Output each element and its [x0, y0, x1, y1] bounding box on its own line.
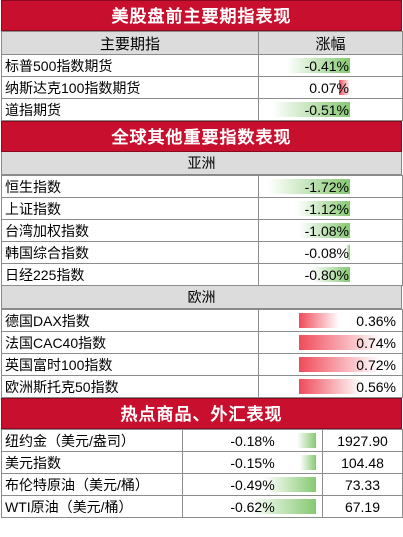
asia-subheader: 亚洲 — [1, 152, 402, 175]
negative-change-bar — [287, 58, 350, 73]
table-row: WTI原油（美元/桶） -0.62% 67.19 — [1, 495, 403, 518]
change-value: -1.08% — [304, 222, 349, 239]
table-row: 恒生指数 -1.72% — [1, 175, 403, 198]
change-cell: 0.74% — [258, 331, 403, 354]
table-row: 韩国综合指数 -0.08% — [1, 241, 403, 264]
change-cell: 0.72% — [258, 353, 403, 376]
change-cell: -0.49% — [182, 473, 323, 496]
table-row: 德国DAX指数 0.36% — [1, 309, 403, 332]
change-value: -0.80% — [304, 266, 349, 283]
market-report: 美股盘前主要期指表现 主要期指 涨幅 标普500指数期货 -0.41% 纳斯达克10… — [1, 0, 403, 518]
negative-change-bar — [299, 223, 350, 238]
change-cell: -0.51% — [258, 98, 403, 121]
index-name: 纳斯达克100指数期货 — [1, 76, 259, 99]
index-name: 欧洲斯托克50指数 — [1, 375, 259, 398]
negative-change-bar — [272, 102, 350, 117]
negative-change-bar — [300, 455, 316, 470]
change-value: 0.07% — [309, 79, 349, 96]
negative-change-bar — [250, 499, 316, 514]
table-row: 日经225指数 -0.80% — [1, 263, 403, 286]
change-value: 0.74% — [356, 334, 396, 351]
change-cell: -0.80% — [258, 263, 403, 286]
price-value: 1927.90 — [322, 429, 403, 452]
index-name: 布伦特原油（美元/桶） — [1, 473, 183, 496]
table-row: 标普500指数期货 -0.41% — [1, 54, 403, 77]
europe-subheader: 欧洲 — [1, 286, 402, 309]
table-row: 法国CAC40指数 0.74% — [1, 331, 403, 354]
change-value: 0.72% — [356, 356, 396, 373]
index-name: 德国DAX指数 — [1, 309, 259, 332]
negative-change-bar — [297, 201, 350, 216]
change-cell: -0.18% — [182, 429, 323, 452]
change-cell: -0.08% — [258, 241, 403, 264]
negative-change-bar — [268, 179, 350, 194]
table-row: 纽约金（美元/盎司） -0.18% 1927.90 — [1, 429, 403, 452]
table-row: 纳斯达克100指数期货 0.07% — [1, 76, 403, 99]
change-value: -0.41% — [304, 57, 349, 74]
us-futures-title: 美股盘前主要期指表现 — [1, 0, 402, 31]
index-name: 恒生指数 — [1, 175, 259, 198]
table-row: 英国富时100指数 0.72% — [1, 353, 403, 376]
index-name: 韩国综合指数 — [1, 241, 259, 264]
negative-change-bar — [297, 433, 316, 448]
table-row: 台湾加权指数 -1.08% — [1, 219, 403, 242]
change-cell: -0.15% — [182, 451, 323, 474]
change-cell: 0.36% — [258, 309, 403, 332]
positive-change-bar — [299, 335, 381, 350]
commodities-title: 热点商品、外汇表现 — [1, 398, 402, 429]
price-value: 67.19 — [322, 495, 403, 518]
global-indices-title: 全球其他重要指数表现 — [1, 121, 402, 152]
change-value: -0.18% — [230, 432, 275, 449]
commodities-table: 纽约金（美元/盎司） -0.18% 1927.90 美元指数 -0.15% 104.48 布… — [1, 429, 403, 518]
change-value: -1.12% — [304, 200, 349, 217]
index-name: WTI原油（美元/桶） — [1, 495, 183, 518]
negative-change-bar — [312, 267, 350, 282]
change-value: -0.51% — [304, 101, 349, 118]
europe-table: 德国DAX指数 0.36% 法国CAC40指数 0.74% 英国富时100指数 0.72%… — [1, 309, 403, 398]
col-header-name: 主要期指 — [1, 31, 259, 55]
change-cell: -1.12% — [258, 197, 403, 220]
change-value: -1.72% — [304, 178, 349, 195]
negative-change-bar — [264, 477, 316, 492]
table-row: 欧洲斯托克50指数 0.56% — [1, 375, 403, 398]
table-row: 美元指数 -0.15% 104.48 — [1, 451, 403, 474]
index-name: 台湾加权指数 — [1, 219, 259, 242]
change-cell: -0.41% — [258, 54, 403, 77]
col-header-change: 涨幅 — [258, 31, 403, 55]
index-name: 英国富时100指数 — [1, 353, 259, 376]
change-cell: 0.56% — [258, 375, 403, 398]
table-row: 布伦特原油（美元/桶） -0.49% 73.33 — [1, 473, 403, 496]
index-name: 美元指数 — [1, 451, 183, 474]
index-name: 上证指数 — [1, 197, 259, 220]
index-name: 标普500指数期货 — [1, 54, 259, 77]
price-value: 73.33 — [322, 473, 403, 496]
change-value: 0.56% — [356, 378, 396, 395]
table-row: 道指期货 -0.51% — [1, 98, 403, 121]
negative-change-bar — [346, 245, 350, 260]
change-cell: -0.62% — [182, 495, 323, 518]
index-name: 纽约金（美元/盎司） — [1, 429, 183, 452]
us-futures-table: 主要期指 涨幅 标普500指数期货 -0.41% 纳斯达克100指数期货 0.07% 道… — [1, 31, 403, 121]
table-row: 上证指数 -1.12% — [1, 197, 403, 220]
positive-change-bar — [299, 313, 339, 328]
positive-change-bar — [299, 379, 361, 394]
change-cell: 0.07% — [258, 76, 403, 99]
positive-change-bar — [299, 357, 379, 372]
positive-change-bar — [339, 80, 350, 95]
index-name: 法国CAC40指数 — [1, 331, 259, 354]
change-value: -0.08% — [304, 244, 349, 261]
change-cell: -1.08% — [258, 219, 403, 242]
change-value: -0.15% — [230, 454, 275, 471]
us-futures-header-row: 主要期指 涨幅 — [1, 31, 403, 55]
change-value: 0.36% — [356, 312, 396, 329]
change-value: -0.49% — [230, 476, 275, 493]
asia-table: 恒生指数 -1.72% 上证指数 -1.12% 台湾加权指数 -1.08% 韩国综合指数 -0… — [1, 175, 403, 286]
change-cell: -1.72% — [258, 175, 403, 198]
price-value: 104.48 — [322, 451, 403, 474]
index-name: 道指期货 — [1, 98, 259, 121]
change-value: -0.62% — [230, 498, 275, 515]
index-name: 日经225指数 — [1, 263, 259, 286]
